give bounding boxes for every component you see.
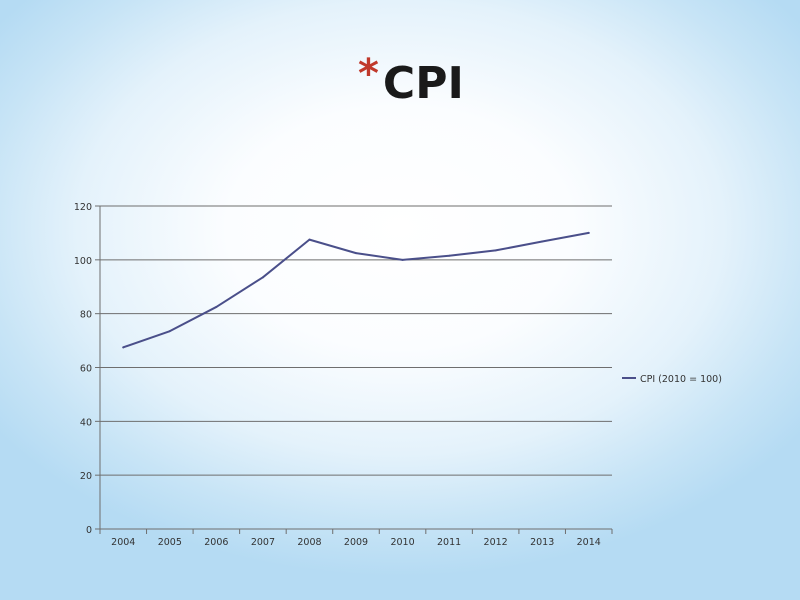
series-line-cpi	[122, 231, 590, 349]
data-point	[168, 330, 171, 333]
title-bullet: *	[358, 51, 379, 97]
data-point	[308, 238, 311, 241]
data-point	[494, 249, 497, 252]
data-point	[261, 276, 264, 279]
y-tick-label: 120	[74, 202, 92, 213]
legend-label: CPI (2010 = 100)	[640, 374, 722, 385]
x-tick-label: 2011	[437, 537, 461, 548]
y-tick-label: 80	[80, 310, 92, 321]
x-tick-label: 2010	[390, 537, 414, 548]
x-tick-label: 2007	[251, 537, 275, 548]
x-tick-label: 2008	[297, 537, 321, 548]
x-tick-label: 2005	[158, 537, 182, 548]
y-tick-label: 100	[74, 256, 92, 267]
x-tick-label: 2012	[484, 537, 508, 548]
y-tick-label: 20	[80, 471, 92, 482]
x-tick-label: 2004	[111, 537, 135, 548]
y-tick-label: 0	[86, 525, 92, 536]
y-tick-label: 40	[80, 417, 92, 428]
x-tick-label: 2014	[577, 537, 601, 548]
data-point	[401, 258, 404, 261]
data-point	[587, 231, 590, 234]
data-point	[215, 305, 218, 308]
title-text: CPI	[382, 58, 464, 109]
slide-title: * CPI	[358, 52, 464, 112]
x-tick-label: 2013	[530, 537, 554, 548]
data-point	[355, 252, 357, 255]
data-point	[541, 240, 544, 243]
data-point	[122, 346, 125, 349]
x-tick-label: 2006	[204, 537, 228, 548]
data-point	[448, 254, 451, 257]
y-tick-label: 60	[80, 364, 92, 375]
x-tick-label: 2009	[344, 537, 368, 548]
